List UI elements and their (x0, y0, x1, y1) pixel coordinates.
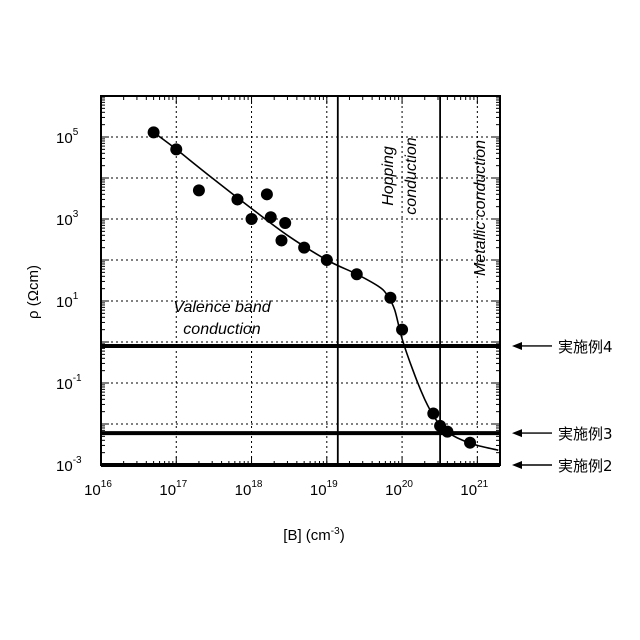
data-point (265, 211, 277, 223)
data-point (351, 268, 363, 280)
reference-label: 実施例3 (558, 425, 613, 443)
region-label-metallic: Metallic conduction (472, 140, 489, 276)
reference-label: 実施例4 (558, 338, 613, 356)
data-points (148, 126, 476, 448)
data-point (193, 184, 205, 196)
data-point (231, 193, 243, 205)
x-tick-label: 1019 (310, 479, 338, 499)
data-point (298, 242, 310, 254)
data-point (275, 234, 287, 246)
data-point (427, 408, 439, 420)
fit-curve (154, 132, 499, 450)
region-label-hopping: conduction (403, 137, 420, 214)
y-tick-label: 10-3 (56, 455, 82, 475)
reference-arrows: 実施例4 実施例3 実施例2 (512, 338, 613, 475)
x-tick-label: 1018 (235, 479, 263, 499)
region-label-hopping: Hopping (380, 146, 397, 206)
x-tick-label: 1016 (84, 479, 112, 499)
data-point (261, 188, 273, 200)
data-point (279, 217, 291, 229)
x-tick-labels: 1016 1017 1018 1019 1020 1021 (84, 479, 489, 499)
y-tick-label: 10-1 (56, 373, 82, 393)
x-tick-label: 1020 (385, 479, 413, 499)
data-point (396, 324, 408, 336)
data-point (441, 426, 453, 438)
x-tick-label: 1021 (460, 479, 488, 499)
data-point (170, 143, 182, 155)
reference-arrowhead (512, 429, 522, 437)
y-tick-label: 101 (56, 291, 79, 311)
y-axis-label: ρ (Ωcm) (25, 265, 42, 319)
y-tick-labels: 10-3 10-1 101 103 105 (56, 127, 82, 475)
data-point (464, 437, 476, 449)
data-point (384, 292, 396, 304)
reference-arrowhead (512, 342, 522, 350)
x-axis-label: [B] (cm-3) (283, 526, 344, 544)
reference-arrowhead (512, 461, 522, 469)
region-labels: Valence band conduction Hopping conduction M… (173, 137, 489, 338)
data-point (321, 254, 333, 266)
region-label-valence: Valence band (173, 299, 271, 316)
region-label-valence: conduction (183, 321, 260, 338)
y-tick-label: 105 (56, 127, 79, 147)
reference-label: 実施例2 (558, 457, 613, 475)
x-tick-label: 1017 (159, 479, 187, 499)
data-point (246, 213, 258, 225)
data-point (148, 126, 160, 138)
y-tick-label: 103 (56, 209, 79, 229)
